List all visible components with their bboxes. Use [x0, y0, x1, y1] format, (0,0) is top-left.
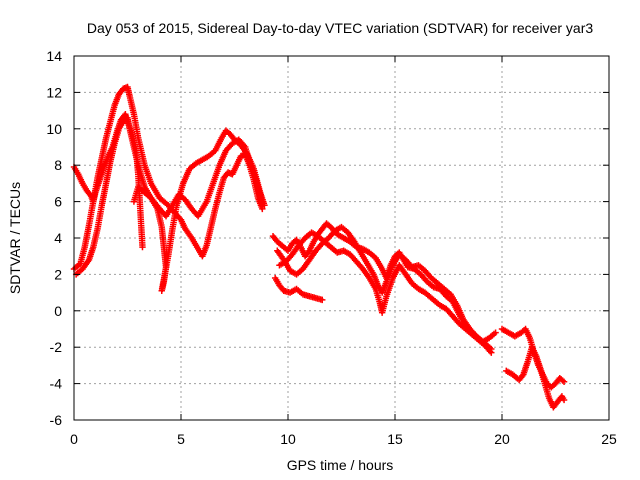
x-tick-label: 20 — [494, 431, 510, 447]
y-tick-label: 2 — [54, 266, 62, 282]
grid — [74, 56, 609, 420]
y-tick-label: 10 — [46, 121, 62, 137]
series-track-10 — [503, 344, 568, 411]
y-axis-label: SDTVAR / TECUs — [7, 182, 23, 294]
series-track-2 — [70, 83, 266, 273]
x-tick-label: 5 — [177, 431, 185, 447]
y-tick-label: 6 — [54, 194, 62, 210]
y-tick-label: -6 — [50, 412, 63, 428]
data-point — [259, 205, 266, 213]
series-track-8 — [274, 223, 499, 345]
y-tick-label: 4 — [54, 230, 62, 246]
data-point — [492, 329, 499, 336]
x-tick-label: 25 — [601, 431, 617, 447]
axis-ticks: 0 5 10 15 20 25 -6 -4 -2 0 2 4 6 8 10 12 14 — [46, 48, 617, 447]
y-tick-label: 0 — [54, 303, 62, 319]
x-tick-label: 0 — [70, 431, 78, 447]
x-tick-label: 15 — [387, 431, 403, 447]
data-point — [488, 349, 495, 356]
y-tick-label: 12 — [46, 84, 62, 100]
data-point — [319, 296, 326, 304]
chart-title: Day 053 of 2015, Sidereal Day-to-day VTE… — [87, 20, 593, 36]
y-tick-label: 8 — [54, 157, 62, 173]
series-track-7 — [271, 274, 326, 304]
x-tick-label: 10 — [280, 431, 296, 447]
y-tick-label: -2 — [50, 339, 63, 355]
data-points — [70, 83, 568, 411]
series-track-9 — [498, 325, 568, 391]
data-point — [139, 243, 146, 251]
y-tick-label: -4 — [50, 376, 63, 392]
data-point — [560, 378, 568, 385]
series-track-4 — [130, 127, 268, 294]
data-point — [560, 396, 568, 404]
y-tick-label: 14 — [46, 48, 62, 64]
x-axis-label: GPS time / hours — [287, 457, 394, 473]
data-point — [261, 202, 268, 209]
